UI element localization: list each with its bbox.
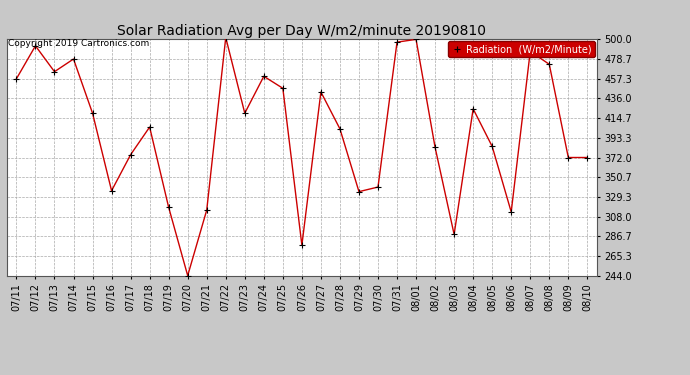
Text: Copyright 2019 Cartronics.com: Copyright 2019 Cartronics.com [8,39,150,48]
Title: Solar Radiation Avg per Day W/m2/minute 20190810: Solar Radiation Avg per Day W/m2/minute … [117,24,486,38]
Legend: Radiation  (W/m2/Minute): Radiation (W/m2/Minute) [448,41,595,57]
